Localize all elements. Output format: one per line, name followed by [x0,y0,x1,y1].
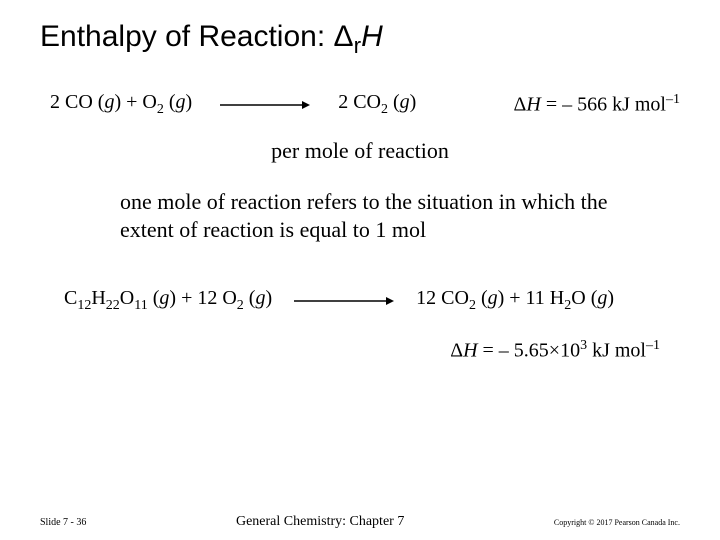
reaction-2-delta: ΔH = – 5.65×103 kJ mol–1 [40,338,660,363]
arrow-icon [294,289,394,312]
reaction-2-reactants: C12H22O11 (g) + 12 O2 (g) [64,287,272,314]
slide-number: Slide 7 - 36 [40,517,86,528]
reaction-1-reactants: 2 CO (g) + O2 (g) [50,91,192,118]
reaction-1-products: 2 CO2 (g) [338,91,416,118]
title-prefix: Enthalpy of Reaction: [40,20,334,53]
slide-container: Enthalpy of Reaction: ΔrH 2 CO (g) + O2 … [0,0,720,540]
footer-center: General Chemistry: Chapter 7 [236,514,404,530]
reaction-1-delta: ΔH = – 566 kJ mol–1 [513,92,680,117]
footer: Slide 7 - 36 General Chemistry: Chapter … [40,514,680,530]
reaction-2: C12H22O11 (g) + 12 O2 (g) 12 CO2 (g) + 1… [64,287,680,314]
copyright-text: Copyright © 2017 Pearson Canada Inc. [554,518,680,527]
per-mole-text: per mole of reaction [40,138,680,164]
title-symbol: ΔrH [334,20,383,53]
arrow-icon [220,100,310,110]
explanation-text: one mole of reaction refers to the situa… [120,188,620,243]
reaction-2-products: 12 CO2 (g) + 11 H2O (g) [416,287,614,314]
reaction-1: 2 CO (g) + O2 (g) 2 CO2 (g) ΔH = – 566 k… [50,91,680,118]
slide-title: Enthalpy of Reaction: ΔrH [40,20,680,59]
